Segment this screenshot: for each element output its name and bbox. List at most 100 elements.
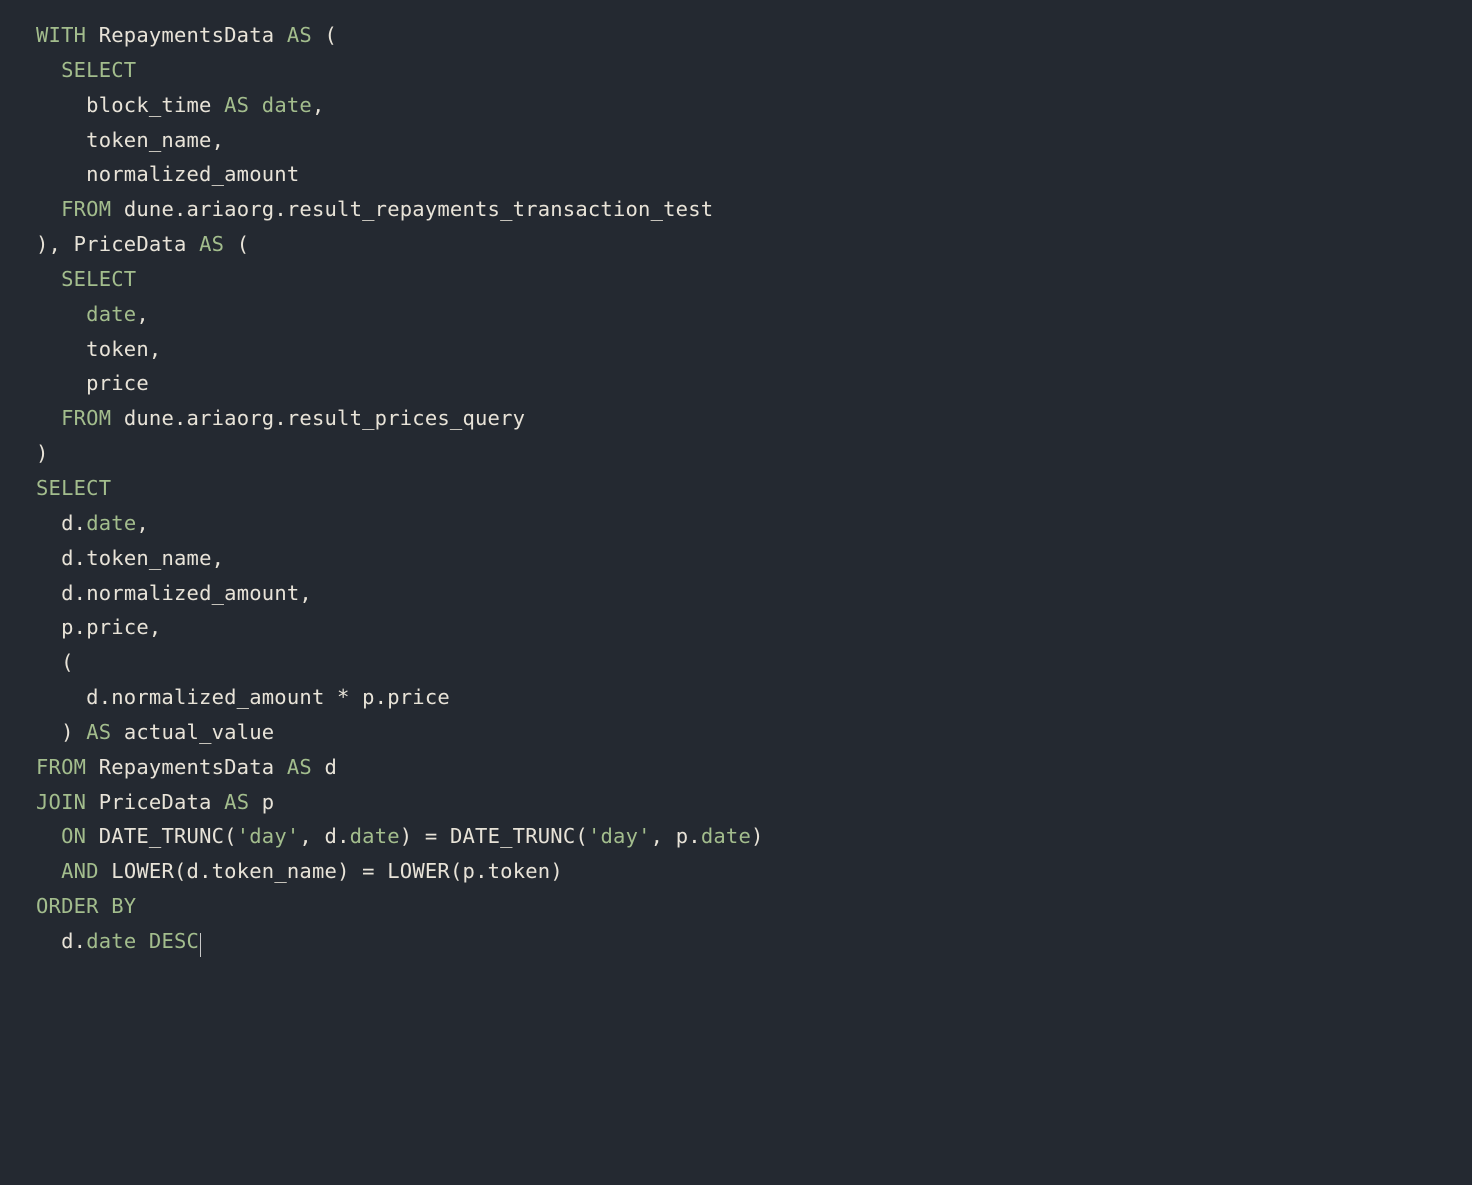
- token-field: date: [86, 302, 136, 326]
- token-ident: price: [86, 615, 149, 639]
- token-ident: LOWER: [387, 859, 450, 883]
- token-str: 'day': [237, 824, 300, 848]
- token-punct: .: [475, 859, 488, 883]
- token-ident: normalized_amount: [86, 581, 299, 605]
- token-ident: DATE_TRUNC: [450, 824, 575, 848]
- token-ident: RepaymentsData: [99, 755, 275, 779]
- token-ident: price: [86, 371, 149, 395]
- token-ident: p: [362, 685, 375, 709]
- token-punct: ,: [149, 337, 162, 361]
- token-ident: PriceData: [74, 232, 187, 256]
- token-punct: ,: [312, 93, 325, 117]
- token-punct: (: [325, 23, 338, 47]
- token-field: date: [262, 93, 312, 117]
- token-punct: ): [550, 859, 563, 883]
- token-punct: =: [362, 859, 375, 883]
- token-punct: ,: [212, 546, 225, 570]
- token-ident: d: [61, 546, 74, 570]
- token-kw: ORDER BY: [36, 894, 136, 918]
- token-punct: (: [224, 824, 237, 848]
- token-field: date: [350, 824, 400, 848]
- token-punct: (: [174, 859, 187, 883]
- token-punct: ,: [299, 824, 312, 848]
- token-punct: .: [337, 824, 350, 848]
- token-kw: AND: [61, 859, 99, 883]
- token-ident: token: [488, 859, 551, 883]
- token-punct: .: [74, 929, 87, 953]
- token-kw: JOIN: [36, 790, 86, 814]
- token-punct: .: [199, 859, 212, 883]
- token-punct: (: [61, 650, 74, 674]
- token-punct: ): [61, 720, 74, 744]
- token-ident: d: [187, 859, 200, 883]
- token-ident: p: [676, 824, 689, 848]
- token-ident: d: [61, 581, 74, 605]
- token-punct: .: [688, 824, 701, 848]
- token-ident: d: [86, 685, 99, 709]
- token-kw: SELECT: [61, 58, 136, 82]
- token-ident: p: [61, 615, 74, 639]
- token-kw: FROM: [36, 755, 86, 779]
- token-ident: normalized_amount: [111, 685, 324, 709]
- token-punct: ,: [651, 824, 664, 848]
- token-punct: *: [337, 685, 350, 709]
- token-ident: token_name: [86, 128, 211, 152]
- text-cursor: [200, 933, 201, 957]
- token-field: date: [701, 824, 751, 848]
- token-ident: token: [86, 337, 149, 361]
- token-field: date: [86, 929, 136, 953]
- token-kw: SELECT: [61, 267, 136, 291]
- token-kw: AS: [287, 755, 312, 779]
- token-ident: RepaymentsData: [99, 23, 275, 47]
- token-punct: ): [400, 824, 413, 848]
- token-punct: (: [237, 232, 250, 256]
- token-ident: dune.ariaorg.result_prices_query: [124, 406, 525, 430]
- token-ident: DATE_TRUNC: [99, 824, 224, 848]
- token-punct: .: [74, 581, 87, 605]
- token-ident: d: [325, 755, 338, 779]
- token-ident: normalized_amount: [86, 162, 299, 186]
- token-kw: DESC: [149, 929, 199, 953]
- token-kw: AS: [224, 93, 249, 117]
- token-ident: LOWER: [111, 859, 174, 883]
- token-ident: d: [325, 824, 338, 848]
- token-kw: AS: [199, 232, 224, 256]
- token-punct: ,: [136, 511, 149, 535]
- token-punct: ): [36, 232, 49, 256]
- sql-editor[interactable]: WITH RepaymentsData AS ( SELECT block_ti…: [0, 0, 1472, 977]
- token-kw: WITH: [36, 23, 86, 47]
- token-ident: PriceData: [99, 790, 212, 814]
- token-ident: p: [262, 790, 275, 814]
- token-ident: token_name: [212, 859, 337, 883]
- token-punct: (: [575, 824, 588, 848]
- token-punct: ,: [49, 232, 62, 256]
- token-ident: actual_value: [124, 720, 275, 744]
- token-punct: .: [74, 511, 87, 535]
- token-str: 'day': [588, 824, 651, 848]
- token-ident: p: [463, 859, 476, 883]
- sql-code-block[interactable]: WITH RepaymentsData AS ( SELECT block_ti…: [36, 23, 764, 953]
- token-punct: ,: [149, 615, 162, 639]
- token-punct: =: [425, 824, 438, 848]
- token-punct: .: [375, 685, 388, 709]
- token-ident: dune.ariaorg.result_repayments_transacti…: [124, 197, 713, 221]
- token-punct: ,: [299, 581, 312, 605]
- token-punct: .: [99, 685, 112, 709]
- token-punct: ): [337, 859, 350, 883]
- token-punct: ,: [212, 128, 225, 152]
- token-punct: .: [74, 546, 87, 570]
- token-punct: ): [36, 441, 49, 465]
- token-kw: AS: [287, 23, 312, 47]
- token-kw: AS: [86, 720, 111, 744]
- token-kw: ON: [61, 824, 86, 848]
- token-ident: d: [61, 511, 74, 535]
- token-ident: token_name: [86, 546, 211, 570]
- token-punct: ): [751, 824, 764, 848]
- token-ident: price: [387, 685, 450, 709]
- token-field: date: [86, 511, 136, 535]
- token-punct: (: [450, 859, 463, 883]
- token-kw: FROM: [61, 197, 111, 221]
- token-kw: AS: [224, 790, 249, 814]
- token-ident: block_time: [86, 93, 211, 117]
- token-kw: SELECT: [36, 476, 111, 500]
